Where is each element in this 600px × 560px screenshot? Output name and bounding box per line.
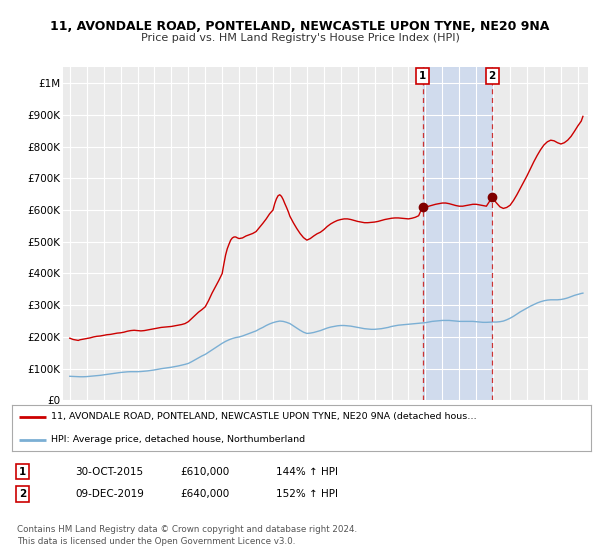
Text: 2: 2 <box>19 489 26 499</box>
Text: £640,000: £640,000 <box>180 489 229 499</box>
Text: 2: 2 <box>488 71 496 81</box>
Text: £610,000: £610,000 <box>180 466 229 477</box>
Text: HPI: Average price, detached house, Northumberland: HPI: Average price, detached house, Nort… <box>52 435 305 444</box>
Text: 11, AVONDALE ROAD, PONTELAND, NEWCASTLE UPON TYNE, NE20 9NA (detached hous…: 11, AVONDALE ROAD, PONTELAND, NEWCASTLE … <box>52 412 477 421</box>
Text: Price paid vs. HM Land Registry's House Price Index (HPI): Price paid vs. HM Land Registry's House … <box>140 33 460 43</box>
Text: 1: 1 <box>19 466 26 477</box>
Text: 152% ↑ HPI: 152% ↑ HPI <box>276 489 338 499</box>
Text: Contains HM Land Registry data © Crown copyright and database right 2024.
This d: Contains HM Land Registry data © Crown c… <box>17 525 357 546</box>
Text: 09-DEC-2019: 09-DEC-2019 <box>75 489 144 499</box>
Text: 30-OCT-2015: 30-OCT-2015 <box>75 466 143 477</box>
Bar <box>422 67 492 400</box>
Text: 144% ↑ HPI: 144% ↑ HPI <box>276 466 338 477</box>
Text: 11, AVONDALE ROAD, PONTELAND, NEWCASTLE UPON TYNE, NE20 9NA: 11, AVONDALE ROAD, PONTELAND, NEWCASTLE … <box>50 20 550 34</box>
Text: 1: 1 <box>419 71 426 81</box>
